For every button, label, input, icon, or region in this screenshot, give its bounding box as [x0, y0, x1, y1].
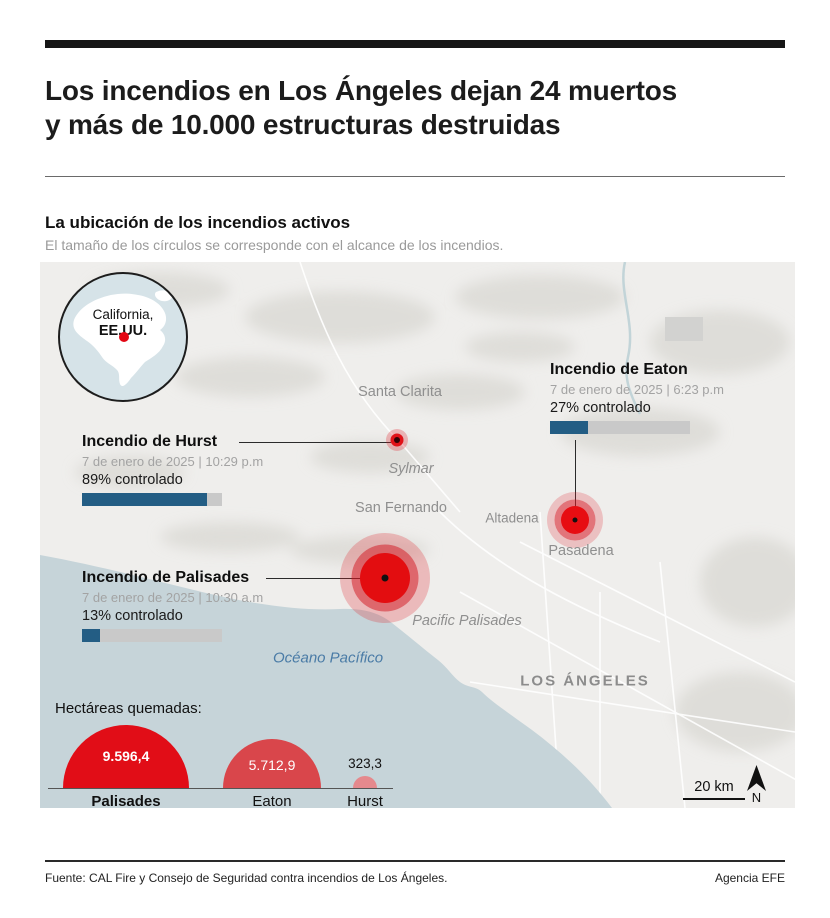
fire-label-hurst: Incendio de Hurst 7 de enero de 2025 | 1… — [82, 433, 312, 506]
river — [622, 262, 642, 415]
section-heading: La ubicación de los incendios activos — [45, 213, 351, 232]
containment-bar-fill — [550, 421, 588, 434]
containment-bar-fill — [82, 493, 207, 506]
chart-category-eaton: Eaton — [252, 793, 292, 808]
section-subtitle: El tamaño de los círculos se corresponde… — [45, 237, 504, 253]
containment-bar — [550, 421, 690, 434]
hectares-chart: 9.596,4 5.712,9 323,3 — [48, 724, 393, 789]
ocean — [40, 555, 612, 808]
place-label-pacific-palisades: Pacific Palisades — [412, 613, 522, 629]
page-title-line1: Los incendios en Los Ángeles dejan 24 mu… — [45, 75, 678, 106]
fire-date: 7 de enero de 2025 | 10:29 p.m — [82, 454, 264, 469]
scale-bar-line — [683, 798, 745, 800]
inset-label-country: EE.UU. — [98, 323, 148, 339]
place-label-ocean: Océano Pacífico — [272, 649, 384, 667]
top-rule — [45, 40, 785, 48]
place-label-santa-clarita: Santa Clarita — [358, 384, 442, 400]
semicircle-hurst — [353, 776, 377, 788]
page-title-line2: y más de 10.000 estructuras destruidas — [45, 109, 561, 140]
north-arrow-label: N — [751, 790, 762, 805]
fire-marker-hurst — [386, 429, 408, 451]
fire-name: Incendio de Eaton — [550, 361, 688, 378]
chart-category-palisades: Palisades — [91, 793, 161, 808]
fire-label-eaton: Incendio de Eaton 7 de enero de 2025 | 6… — [550, 361, 780, 434]
fire-date: 7 de enero de 2025 | 6:23 p.m — [550, 382, 724, 397]
page-title: Los incendios en Los Ángeles dejan 24 mu… — [45, 74, 785, 142]
map-terrain-patch — [665, 317, 703, 341]
inset-label: California, EE.UU. — [60, 306, 186, 340]
scale-bar-label: 20 km — [694, 779, 734, 795]
containment-bar — [82, 629, 222, 642]
fire-containment: 89% controlado — [82, 472, 183, 488]
fire-marker-palisades — [340, 533, 430, 623]
chart-category-hurst: Hurst — [347, 793, 383, 808]
map: California, EE.UU. Incendio de Eaton 7 d… — [40, 262, 795, 808]
inset-locator-map: California, EE.UU. — [58, 272, 188, 402]
leader-line-palisades — [266, 578, 378, 579]
inset-label-region: California, — [92, 307, 154, 322]
footer-divider — [45, 860, 785, 862]
place-label-sylmar: Sylmar — [388, 461, 434, 477]
chart-value-eaton: 5.712,9 — [248, 757, 296, 773]
containment-bar — [82, 493, 222, 506]
fire-label-palisades: Incendio de Palisades 7 de enero de 2025… — [82, 569, 312, 642]
footer-source: Fuente: CAL Fire y Consejo de Seguridad … — [45, 871, 448, 885]
fire-containment: 13% controlado — [82, 608, 183, 624]
fire-name: Incendio de Hurst — [82, 433, 218, 450]
leader-line-eaton — [575, 440, 576, 514]
inset-location-dot — [119, 332, 129, 342]
place-label-san-fernando: San Fernando — [355, 500, 447, 516]
chart-value-palisades: 9.596,4 — [102, 748, 150, 764]
place-label-los-angeles: LOS ÁNGELES — [520, 672, 650, 690]
fire-date: 7 de enero de 2025 | 10:30 a.m — [82, 590, 264, 605]
fire-name: Incendio de Palisades — [82, 569, 250, 586]
containment-bar-fill — [82, 629, 101, 642]
fire-marker-eaton — [547, 492, 603, 548]
place-label-altadena: Altadena — [485, 510, 539, 526]
chart-value-hurst: 323,3 — [348, 756, 382, 771]
roads — [299, 262, 795, 808]
header-divider — [45, 176, 785, 177]
chart-title: Hectáreas quemadas: — [55, 700, 202, 717]
place-label-pasadena: Pasadena — [548, 543, 614, 559]
leader-line-hurst — [239, 442, 391, 443]
footer-credit: Agencia EFE — [714, 871, 785, 885]
fire-containment: 27% controlado — [550, 400, 651, 416]
